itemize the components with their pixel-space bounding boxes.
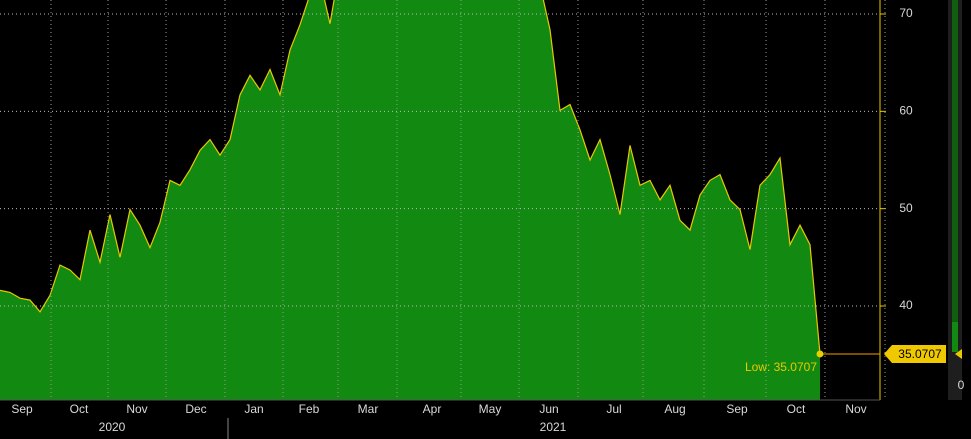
x-tick-label: Dec: [185, 402, 206, 416]
x-tick-label: Nov: [126, 402, 147, 416]
last-value-label: 35.0707: [898, 347, 942, 361]
x-tick-label: Sep: [11, 402, 33, 416]
plot-area: [0, 0, 821, 400]
x-tick-label: Oct: [70, 402, 89, 416]
y-tick-label: 60: [899, 104, 913, 118]
x-tick-label: Nov: [845, 402, 866, 416]
y-tick-label: 50: [899, 201, 913, 215]
x-tick-label: Feb: [299, 402, 320, 416]
x-tick-label: Jul: [606, 402, 621, 416]
x-tick-label: Sep: [726, 402, 748, 416]
x-tick-label: Aug: [664, 402, 685, 416]
side-panel-label: 0: [958, 378, 965, 392]
x-tick-label: Mar: [358, 402, 379, 416]
x-tick-label: Jan: [244, 402, 263, 416]
x-tick-label: Oct: [787, 402, 806, 416]
side-marker: [955, 348, 962, 359]
y-tick-label: 70: [899, 6, 913, 20]
year-label: 2020: [99, 420, 126, 434]
last-value-tag: [884, 344, 946, 363]
last-point: [816, 350, 824, 358]
y-tick-label: 40: [899, 298, 913, 312]
side-panel-bar: [952, 322, 958, 352]
area: [0, 0, 820, 400]
x-tick-label: Jun: [539, 402, 558, 416]
side-panel-bar: [952, 0, 958, 322]
x-tick-label: May: [479, 402, 502, 416]
line: [0, 0, 821, 355]
year-label: 2021: [540, 420, 567, 434]
annotation: Low: 35.0707: [745, 360, 817, 374]
x-tick-label: Apr: [423, 402, 442, 416]
